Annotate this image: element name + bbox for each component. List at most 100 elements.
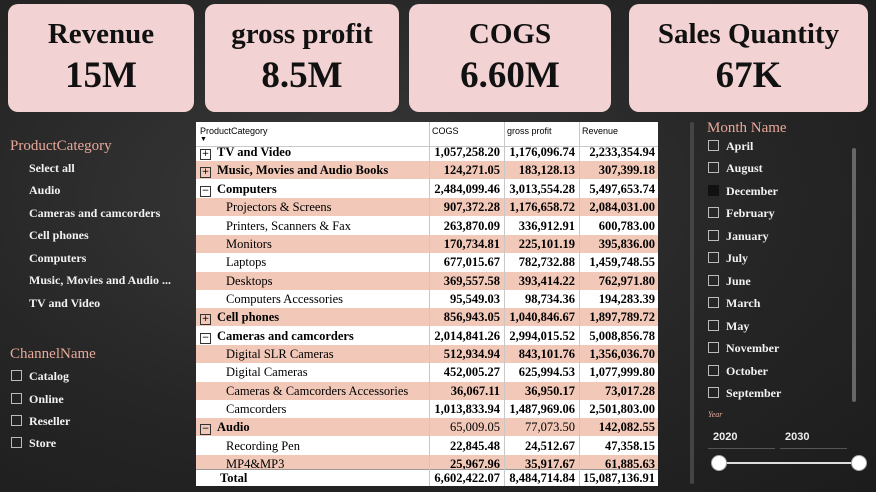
checkbox[interactable]	[708, 140, 719, 151]
header-product-category[interactable]: ProductCategory	[200, 126, 268, 136]
kpi-title: Revenue	[47, 18, 155, 50]
year-from-input[interactable]: 2020	[708, 426, 775, 449]
product-option-tv-video[interactable]: TV and Video	[11, 294, 100, 312]
year-slicer-label: Year	[708, 410, 723, 419]
product-option-cell-phones[interactable]: Cell phones	[11, 226, 89, 244]
product-option-select-all[interactable]: Select all	[11, 159, 75, 177]
kpi-title: gross profit	[231, 18, 373, 50]
product-option-cameras[interactable]: Cameras and camcorders	[11, 204, 160, 222]
checkbox[interactable]	[11, 252, 22, 263]
expand-icon[interactable]: +	[200, 167, 211, 178]
kpi-card-gross-profit: gross profit 8.5M	[205, 4, 399, 112]
product-option-music[interactable]: Music, Movies and Audio ...	[11, 271, 171, 289]
checkbox[interactable]	[708, 230, 719, 241]
month-option-october[interactable]: October	[708, 362, 768, 380]
table-row[interactable]: Laptops 677,015.67 782,732.88 1,459,748.55	[226, 255, 655, 269]
checkbox[interactable]	[11, 370, 22, 381]
collapse-icon[interactable]: −	[200, 424, 211, 435]
month-option-april[interactable]: April	[708, 137, 753, 155]
month-option-august[interactable]: August	[708, 159, 763, 177]
month-scrollbar[interactable]	[852, 148, 856, 402]
month-option-january[interactable]: January	[708, 227, 769, 245]
checkbox[interactable]	[11, 184, 22, 195]
checkbox[interactable]	[11, 162, 22, 173]
table-row[interactable]: Desktops 369,557.58 393,414.22 762,971.80	[196, 272, 658, 290]
kpi-value: 6.60M	[460, 55, 560, 96]
table-row[interactable]: + Cell phones 856,943.05 1,040,846.67 1,897…	[196, 308, 658, 326]
header-gross-profit[interactable]: gross profit	[507, 126, 552, 136]
table-row[interactable]: Camcorders 1,013,833.94 1,487,969.06 2,501…	[226, 402, 655, 416]
table-row[interactable]: Printers, Scanners & Fax 263,870.09 336,9…	[226, 219, 655, 233]
month-option-november[interactable]: November	[708, 339, 779, 357]
channel-option-store[interactable]: Store	[11, 434, 56, 452]
checkbox[interactable]	[11, 274, 22, 285]
channel-slicer-title: ChannelName	[10, 346, 96, 362]
product-matrix-table: ProductCategory COGS gross profit Revenu…	[196, 122, 658, 486]
product-slicer-title: ProductCategory	[10, 138, 112, 154]
checkbox[interactable]	[708, 162, 719, 173]
checkbox[interactable]	[708, 185, 719, 196]
checkbox[interactable]	[708, 342, 719, 353]
year-slider-track[interactable]	[718, 462, 858, 464]
product-option-audio[interactable]: Audio	[11, 181, 60, 199]
channel-option-reseller[interactable]: Reseller	[11, 412, 70, 430]
kpi-card-revenue: Revenue 15M	[8, 4, 194, 112]
month-option-september[interactable]: September	[708, 384, 781, 402]
kpi-value: 8.5M	[261, 55, 343, 96]
checkbox[interactable]	[708, 252, 719, 263]
checkbox[interactable]	[11, 437, 22, 448]
checkbox[interactable]	[11, 229, 22, 240]
table-row[interactable]: Digital SLR Cameras 512,934.94 843,101.76…	[196, 345, 658, 363]
month-option-december[interactable]: December	[708, 182, 778, 200]
column-divider	[504, 122, 505, 486]
year-slider-end-handle[interactable]	[851, 455, 867, 471]
year-to-input[interactable]: 2030	[780, 426, 847, 449]
sort-down-icon[interactable]: ▼	[200, 136, 207, 143]
collapse-icon[interactable]: −	[200, 186, 211, 197]
table-row[interactable]: Recording Pen 22,845.48 24,512.67 47,358.1…	[226, 439, 655, 453]
expand-icon[interactable]: +	[200, 149, 211, 160]
month-option-march[interactable]: March	[708, 294, 760, 312]
checkbox[interactable]	[708, 297, 719, 308]
kpi-title: COGS	[468, 18, 552, 50]
page-scrollbar[interactable]	[690, 122, 694, 484]
checkbox[interactable]	[11, 415, 22, 426]
table-row[interactable]: + TV and Video 1,057,258.20 1,176,096.74 2,…	[200, 145, 655, 160]
table-row[interactable]: − Computers 2,484,099.46 3,013,554.28 5,497…	[200, 182, 655, 197]
table-row[interactable]: Monitors 170,734.81 225,101.19 395,836.00	[196, 235, 658, 253]
checkbox[interactable]	[708, 320, 719, 331]
checkbox[interactable]	[708, 207, 719, 218]
table-row[interactable]: Computers Accessories 95,549.03 98,734.36…	[226, 292, 655, 306]
table-row[interactable]: Cameras & Camcorders Accessories 36,067.…	[196, 382, 658, 400]
table-row[interactable]: − Audio 65,009.05 77,073.50 142,082.55	[196, 418, 658, 436]
channel-option-online[interactable]: Online	[11, 390, 64, 408]
year-slider-start-handle[interactable]	[711, 455, 727, 471]
checkbox[interactable]	[11, 297, 22, 308]
total-row: Total 6,602,422.07 8,484,714.84 15,087,136…	[196, 469, 658, 486]
collapse-icon[interactable]: −	[200, 333, 211, 344]
table-row[interactable]: Digital Cameras 452,005.27 625,994.53 1,07…	[226, 365, 655, 379]
checkbox[interactable]	[11, 207, 22, 218]
channel-option-catalog[interactable]: Catalog	[11, 367, 69, 385]
month-option-february[interactable]: February	[708, 204, 775, 222]
checkbox[interactable]	[708, 387, 719, 398]
table-row[interactable]: − Cameras and camcorders 2,014,841.26 2,99…	[200, 329, 655, 344]
month-option-may[interactable]: May	[708, 317, 749, 335]
expand-icon[interactable]: +	[200, 314, 211, 325]
kpi-card-sales-quantity: Sales Quantity 67K	[629, 4, 868, 112]
checkbox[interactable]	[708, 275, 719, 286]
header-revenue[interactable]: Revenue	[582, 126, 619, 136]
table-row[interactable]: Projectors & Screens 907,372.28 1,176,658…	[196, 198, 658, 216]
product-option-computers[interactable]: Computers	[11, 249, 86, 267]
kpi-value: 67K	[715, 55, 782, 96]
column-divider	[429, 122, 430, 486]
checkbox[interactable]	[708, 365, 719, 376]
table-row[interactable]: MP4&MP3 25,967.96 35,917.67 61,885.63	[196, 455, 658, 473]
kpi-card-cogs: COGS 6.60M	[409, 4, 611, 112]
column-divider	[579, 122, 580, 486]
table-row[interactable]: + Music, Movies and Audio Books 124,271.0…	[196, 161, 658, 179]
month-option-july[interactable]: July	[708, 249, 748, 267]
header-cogs[interactable]: COGS	[432, 126, 459, 136]
month-option-june[interactable]: June	[708, 272, 751, 290]
checkbox[interactable]	[11, 393, 22, 404]
